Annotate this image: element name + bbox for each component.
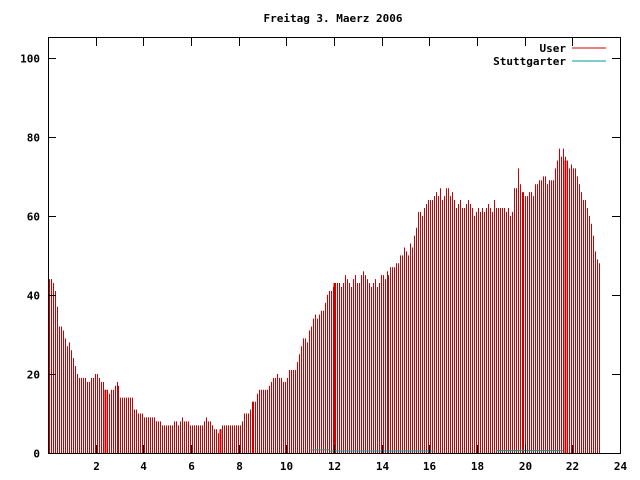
x-tick-label: 20 [519,460,532,473]
x-tick-label: 8 [236,460,243,473]
x-tick-label: 16 [423,460,437,473]
x-tick-label: 12 [328,460,341,473]
y-tick-label: 20 [27,369,40,382]
bars [49,148,600,453]
chart-title: Freitag 3. Maerz 2006 [263,12,402,25]
y-tick-label: 80 [27,132,40,145]
x-tick-label: 22 [566,460,579,473]
legend-label-stuttgarter: Stuttgarter [493,55,566,68]
stuttgarter-series [310,449,563,452]
x-tick-label: 10 [280,460,293,473]
y-tick-label: 0 [33,448,40,461]
y-tick-label: 60 [27,211,40,224]
x-tick-label: 6 [188,460,195,473]
legend-label-user: User [540,42,567,55]
y-tick-label: 40 [27,290,40,303]
x-tick-label: 18 [471,460,484,473]
x-tick-label: 4 [140,460,147,473]
plot-frame [48,37,621,454]
y-axis: 0 20 40 60 80 100 [20,53,620,461]
x-axis: 2 4 6 8 10 12 14 16 18 20 22 24 [93,38,627,473]
x-tick-label: 2 [93,460,100,473]
x-tick-label: 14 [376,460,390,473]
y-tick-label: 100 [20,53,40,66]
x-tick-label: 24 [614,460,628,473]
legend: User Stuttgarter [493,42,606,68]
